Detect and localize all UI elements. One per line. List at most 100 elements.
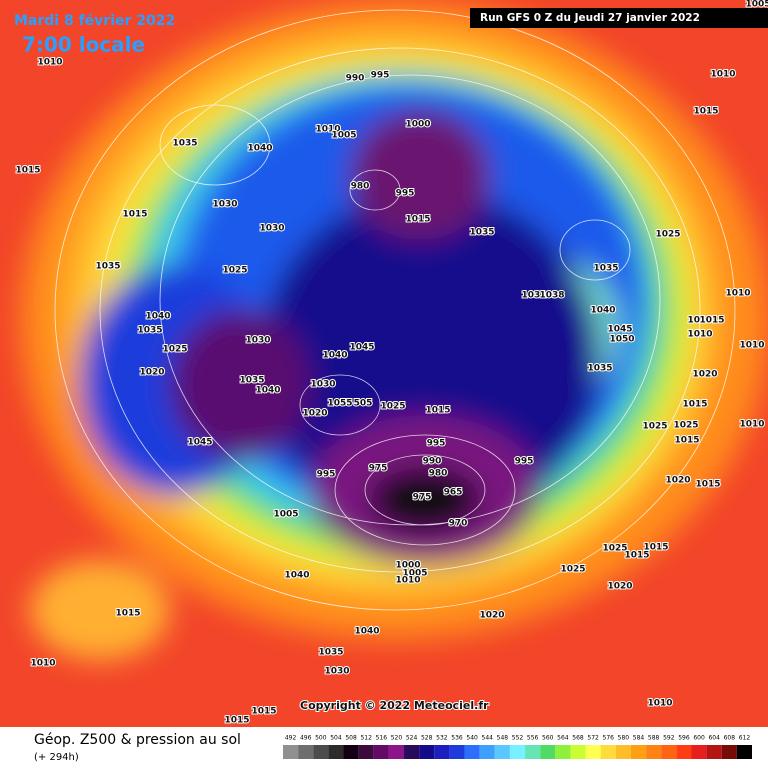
isobar-label: 1035 — [469, 228, 494, 238]
isobar-label: 1040 — [284, 571, 309, 581]
isobar-label: 1035 — [239, 376, 264, 386]
legend-label: 552 — [512, 735, 524, 742]
legend-label: 512 — [360, 735, 372, 742]
legend-cell — [328, 745, 344, 759]
legend-label: 536 — [451, 735, 463, 742]
isobar-label: 995 — [317, 470, 336, 480]
color-legend: 492 496 500 504 508 512 516 520 524 528 532 536 540 5… — [283, 735, 752, 759]
legend-label: 540 — [466, 735, 478, 742]
isobar-label: 1040 — [590, 306, 615, 316]
isobar-label: 1005 — [331, 131, 356, 141]
isobar-label: 970 — [449, 519, 468, 529]
legend-label: 492 — [285, 735, 297, 742]
isobar-label: 1015 — [224, 716, 249, 726]
isobar-label: 1025 — [673, 421, 698, 431]
isobar-label: 975 — [369, 464, 388, 474]
legend-label: 580 — [618, 735, 630, 742]
isobar-label: 1055 — [327, 399, 352, 409]
legend-label: 612 — [739, 735, 751, 742]
isobar-label: 1015 — [15, 166, 40, 176]
isobar-label: 1030 — [212, 200, 237, 210]
legend-cell — [555, 745, 571, 759]
isobar-label: 1025 — [380, 402, 405, 412]
legend-label: 528 — [421, 735, 433, 742]
isobar-label: 1010 — [37, 58, 62, 68]
legend-label: 572 — [587, 735, 599, 742]
legend-cell — [600, 745, 616, 759]
forecast-time: 7:00 locale — [22, 33, 145, 57]
isobar-label: 1025 — [655, 230, 680, 240]
isobar-label: 1030 — [259, 224, 284, 234]
isobar-label: 1010 — [687, 330, 712, 340]
legend-label: 608 — [724, 735, 736, 742]
isobar-label: 1025 — [602, 544, 627, 554]
isobar-label: 990 — [346, 74, 365, 84]
isobar-label: 980 — [351, 182, 370, 192]
isobar-label: 1030 — [310, 380, 335, 390]
legend-cell — [676, 745, 692, 759]
isobar-label: 1020 — [302, 409, 327, 419]
legend-cell — [313, 745, 329, 759]
legend-label: 556 — [527, 735, 539, 742]
legend-label: 532 — [436, 735, 448, 742]
legend-cell — [404, 745, 420, 759]
isobar-label: 1020 — [665, 476, 690, 486]
copyright: Copyright © 2022 Meteociel.fr — [300, 699, 489, 712]
isobar-label: 1020 — [607, 582, 632, 592]
isobar-label: 1010 — [739, 341, 764, 351]
footer-title: Géop. Z500 & pression au sol — [34, 732, 241, 748]
isobar-label: 1045 — [607, 325, 632, 335]
isobar-label: 1025 — [222, 266, 247, 276]
isobar-label: 1015 — [115, 609, 140, 619]
isobar-label: 1031 — [521, 291, 546, 301]
legend-label: 496 — [300, 735, 312, 742]
geopotential-field — [0, 0, 768, 727]
isobar-label: 1010 — [687, 316, 712, 326]
isobar-label: 1030 — [245, 336, 270, 346]
isobar-label: 1040 — [354, 627, 379, 637]
legend-label: 508 — [345, 735, 357, 742]
legend-cell — [283, 745, 299, 759]
legend-cell — [358, 745, 374, 759]
isobar-label: 1025 — [560, 565, 585, 575]
isobar-label: 1015 — [643, 543, 668, 553]
run-info: Run GFS 0 Z du Jeudi 27 janvier 2022 — [480, 12, 700, 24]
isobar-label: 1005 — [402, 569, 427, 579]
legend-cell — [585, 745, 601, 759]
legend-label: 548 — [497, 735, 509, 742]
legend-label: 524 — [406, 735, 418, 742]
isobar-label: 1020 — [479, 611, 504, 621]
isobar-label: 1035 — [587, 364, 612, 374]
legend-label: 600 — [693, 735, 705, 742]
isobar-label: 1040 — [247, 144, 272, 154]
legend-label: 520 — [391, 735, 403, 742]
isobar-label: 995 — [396, 189, 415, 199]
isobar-label: 1010 — [725, 289, 750, 299]
legend-label: 592 — [663, 735, 675, 742]
legend-cell — [509, 745, 526, 759]
isobar-label: 1010 — [315, 125, 340, 135]
isobar-label: 1015 — [693, 107, 718, 117]
footer-lead: (+ 294h) — [34, 752, 79, 763]
isobar-label: 1010 — [647, 699, 672, 709]
legend-label: 544 — [482, 735, 494, 742]
legend-label: 588 — [648, 735, 660, 742]
isobar-label: 1000 — [405, 120, 430, 130]
isobar-label: 1050 — [609, 335, 634, 345]
isobar-label: 1015 — [122, 210, 147, 220]
isobar-label: 995 — [515, 457, 534, 467]
isobar-label: 965 — [444, 488, 463, 498]
legend-cell — [615, 745, 631, 759]
isobar-label: 1020 — [692, 370, 717, 380]
isobar-label: 1005 — [745, 0, 768, 10]
isobar-label: 1045 — [349, 343, 374, 353]
legend-label: 604 — [708, 735, 720, 742]
isobar-label: 1015 — [699, 316, 724, 326]
isobar-label: 1015 — [695, 480, 720, 490]
legend-label: 504 — [330, 735, 342, 742]
legend-cell — [721, 745, 737, 759]
legend-cell — [373, 745, 389, 759]
isobar-label: 1025 — [642, 422, 667, 432]
isobar-label: 505 — [354, 399, 373, 409]
